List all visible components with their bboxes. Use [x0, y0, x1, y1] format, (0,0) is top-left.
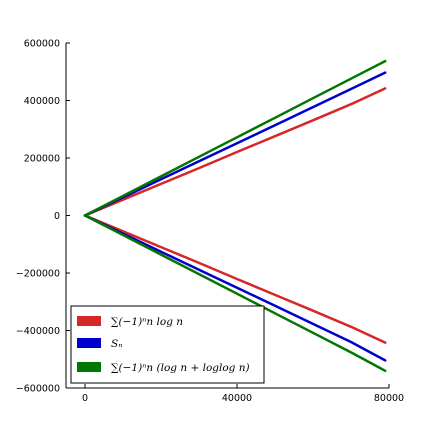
y-tick-label: 400000 — [24, 96, 60, 107]
series-line-1-lower — [83, 214, 387, 344]
series-layer — [83, 59, 387, 373]
y-tick-label: −400000 — [16, 326, 60, 337]
y-tick-label: −200000 — [16, 269, 60, 280]
legend-label: ∑(−1)ⁿn log n — [111, 316, 183, 328]
y-tick-label: 200000 — [24, 154, 60, 165]
legend-label: ∑(−1)ⁿn (log n + loglog n) — [111, 362, 250, 374]
legend-swatch — [77, 338, 101, 348]
legend: ∑(−1)ⁿn log n Sₙ ∑(−1)ⁿn (log n + loglog n… — [70, 305, 265, 384]
legend-swatch — [77, 316, 101, 326]
y-tick-label: 600000 — [24, 39, 60, 50]
y-tick-label: −600000 — [16, 384, 60, 395]
axes: −600000−400000−2000000200000400000600000… — [16, 39, 404, 405]
series-line-2-upper — [83, 71, 387, 217]
x-tick-label: 40000 — [222, 393, 252, 404]
legend-label: Sₙ — [111, 338, 122, 350]
series-line-3-lower — [83, 214, 387, 373]
series-line-3-upper — [83, 59, 387, 217]
x-tick-label: 0 — [82, 393, 88, 404]
y-tick-label: 0 — [54, 211, 60, 222]
legend-swatch — [77, 362, 101, 372]
legend-box — [70, 305, 265, 384]
series-line-2-lower — [83, 214, 387, 362]
series-line-1-upper — [83, 87, 387, 217]
x-tick-label: 80000 — [374, 393, 404, 404]
